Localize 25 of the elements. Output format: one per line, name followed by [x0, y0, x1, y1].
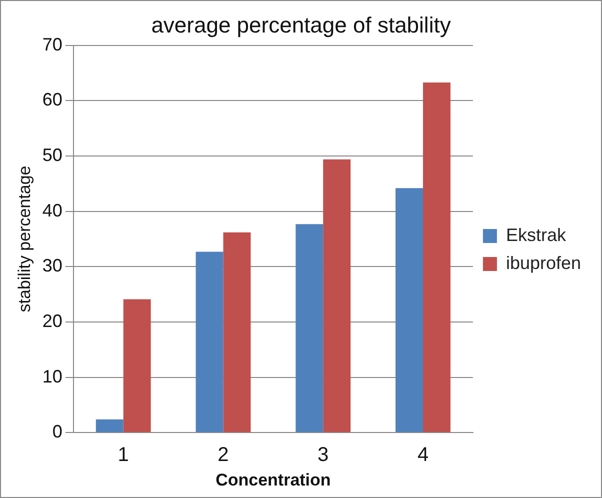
y-tick-label: 60 [42, 90, 62, 110]
bar [196, 252, 224, 432]
y-tick-label: 50 [42, 144, 62, 165]
legend-label: Ekstrak [506, 224, 567, 245]
bar [123, 299, 151, 432]
x-tick-label: 1 [118, 444, 129, 466]
legend-label: ibuprofen [506, 252, 582, 273]
x-axis-title: Concentration [216, 470, 331, 490]
x-tick-label: 4 [417, 444, 429, 466]
bar [296, 224, 324, 432]
y-axis-title: stability percentage [14, 166, 34, 312]
y-tick-label: 40 [42, 200, 62, 220]
x-tick-label: 2 [218, 444, 229, 466]
chart-title: average percentage of stability [151, 12, 451, 38]
x-tick-label: 3 [318, 444, 329, 466]
y-tick-label: 30 [42, 256, 62, 276]
y-tick-label: 70 [42, 34, 62, 54]
y-tick-label: 0 [52, 422, 62, 442]
bar [396, 188, 423, 432]
y-tick-label: 10 [42, 366, 62, 386]
y-tick-label: 20 [42, 310, 62, 331]
bar [423, 82, 450, 432]
bar [323, 159, 351, 432]
bar [223, 232, 251, 432]
bar [96, 419, 124, 432]
